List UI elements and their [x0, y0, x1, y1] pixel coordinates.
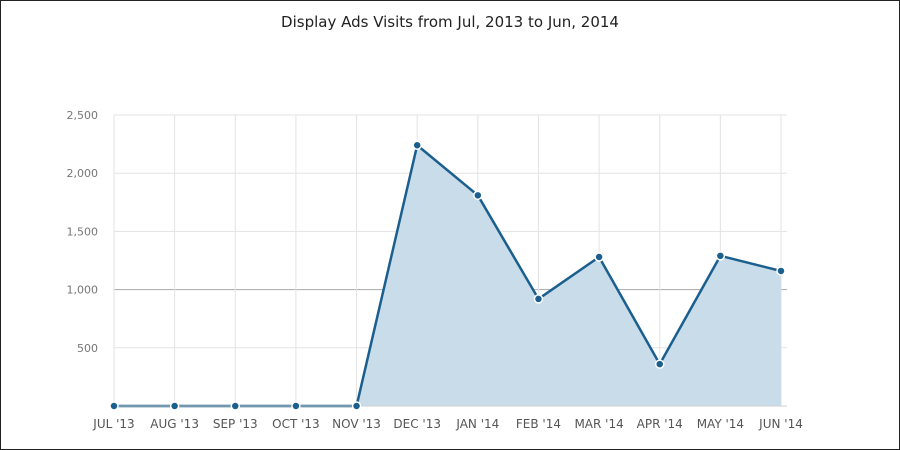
- data-point: [594, 252, 604, 262]
- data-point: [291, 401, 301, 411]
- x-tick-label: JUL '13: [92, 417, 134, 431]
- x-tick-label: NOV '13: [332, 417, 381, 431]
- data-point: [412, 140, 422, 151]
- y-tick-label: 500: [77, 342, 98, 355]
- data-point: [351, 401, 362, 411]
- data-point: [654, 359, 665, 369]
- y-tick-label: 2,500: [67, 109, 99, 122]
- x-tick-label: OCT '13: [272, 417, 320, 431]
- x-tick-label: DEC '13: [393, 417, 441, 431]
- x-tick-label: JUN '14: [758, 417, 803, 431]
- data-point: [109, 401, 119, 411]
- x-tick-label: JAN '14: [455, 417, 499, 431]
- y-tick-label: 1,000: [67, 284, 99, 297]
- x-tick-label: SEP '13: [213, 417, 258, 431]
- y-tick-label: 2,000: [67, 167, 99, 180]
- chart-title: Display Ads Visits from Jul, 2013 to Jun…: [281, 13, 619, 31]
- y-tick-label: 1,500: [67, 225, 99, 238]
- series-area: [114, 145, 781, 406]
- data-point: [533, 294, 544, 304]
- x-tick-label: MAY '14: [697, 417, 744, 431]
- data-point: [230, 401, 241, 411]
- data-point: [776, 266, 786, 276]
- data-point: [169, 401, 180, 411]
- data-point: [715, 251, 726, 261]
- x-tick-label: AUG '13: [150, 417, 199, 431]
- x-tick-label: MAR '14: [574, 417, 623, 431]
- x-tick-label: APR '14: [637, 417, 683, 431]
- x-tick-label: FEB '14: [516, 417, 561, 431]
- data-point: [473, 190, 483, 201]
